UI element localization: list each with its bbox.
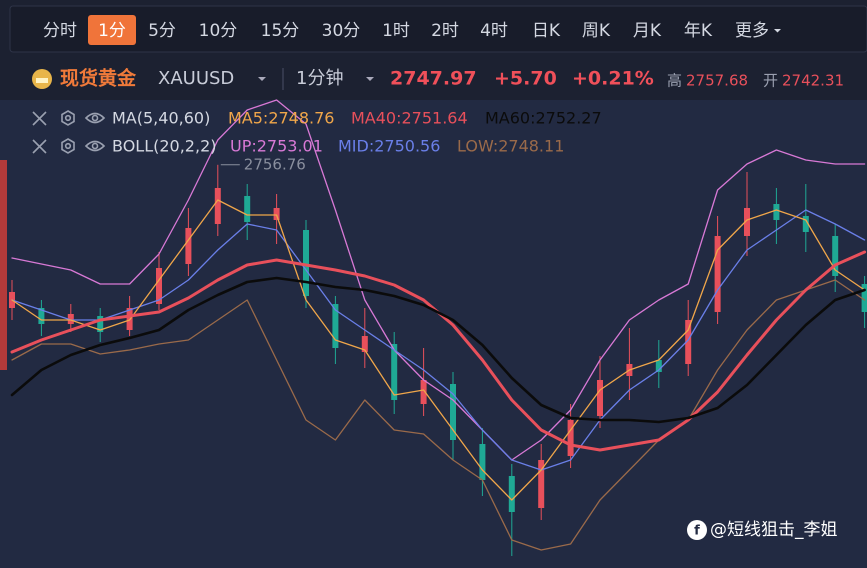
visibility-icon[interactable] [84, 140, 106, 152]
price-change-pct: +0.21% [572, 68, 654, 90]
chart-plot: 2756.76 [9, 99, 867, 556]
candle-body [714, 236, 721, 312]
indicator-line [11, 209, 866, 471]
indicator-name: MA(5,40,60) [112, 109, 210, 128]
period-tab[interactable]: 年K [684, 21, 713, 41]
open-label: 开 [763, 72, 778, 90]
candle-body [361, 336, 368, 352]
period-tab[interactable]: 2时 [431, 21, 459, 41]
candle-body [38, 308, 45, 324]
candle-body [156, 268, 162, 304]
toolbar-tabs: 分时 1分 5分 10分 15分 30分 1时 2时 4时 日K 周K 月K 年K 更多 [43, 15, 781, 45]
dropdown-caret[interactable] [366, 77, 374, 81]
candle-body [214, 188, 221, 224]
indicator-line [10, 276, 866, 424]
candle-body [303, 230, 309, 296]
candle-body [332, 304, 339, 348]
more-caret[interactable] [774, 29, 781, 33]
edge-marker [0, 160, 7, 370]
indicator-legend: MA(5,40,60) BOLL(20,2,2) MA5:2748.76 MA4… [32, 109, 602, 156]
candle-body [185, 228, 192, 264]
candle-body [832, 236, 839, 276]
legend-entry: MA60:2752.27 [485, 109, 602, 128]
settings-icon-dot [64, 114, 72, 122]
legend-entry: UP:2753.01 [230, 137, 323, 156]
price-change: +5.70 [494, 68, 557, 90]
candle-body [802, 216, 809, 232]
candle-body [567, 420, 574, 456]
legend-entry: MA5:2748.76 [228, 109, 334, 128]
period-toolbar [9, 5, 867, 53]
watermark-text: @短线狙击_李姐 [710, 520, 838, 540]
candle-body [597, 380, 603, 416]
period-tab[interactable]: 10分 [199, 21, 238, 41]
symbol-name[interactable]: 现货黄金 [60, 67, 137, 90]
legend-entry: MID:2750.56 [338, 137, 440, 156]
indicator-line [11, 199, 866, 501]
period-tab[interactable]: 4时 [480, 21, 508, 41]
period-tab[interactable]: 15分 [261, 21, 300, 41]
period-tab[interactable]: 30分 [322, 21, 361, 41]
period-tab[interactable]: 分时 [43, 21, 77, 41]
max-price-label: 2756.76 [244, 155, 306, 173]
candle-body [538, 460, 545, 508]
period-tab[interactable]: 周K [582, 21, 611, 41]
watermark-icon [687, 520, 707, 540]
high-value: 2757.68 [686, 72, 748, 90]
period-tab[interactable]: 月K [633, 21, 662, 41]
candle-body [861, 284, 867, 312]
candle-body [655, 360, 662, 372]
watermark: f @短线狙击_李姐 [687, 520, 838, 540]
indicator-line [11, 99, 866, 461]
candle-body [773, 204, 780, 220]
period-tab[interactable]: 日K [532, 21, 561, 41]
candle-body [97, 316, 104, 332]
candle-body [508, 476, 515, 512]
symbol-code[interactable]: XAUUSD [158, 68, 234, 89]
visibility-icon-pupil [91, 114, 99, 122]
candle-body [744, 208, 750, 236]
symbol-icon-bar [36, 78, 48, 83]
close-icon[interactable] [32, 111, 47, 126]
candle-body [685, 320, 692, 364]
open-value: 2742.31 [782, 72, 844, 90]
last-price: 2747.97 [390, 68, 477, 90]
candle-body [244, 196, 251, 222]
candle-body [67, 314, 74, 324]
legend-entry: LOW:2748.11 [457, 137, 564, 156]
indicator-name: BOLL(20,2,2) [112, 137, 217, 156]
period-select[interactable]: 1分钟 [296, 68, 343, 89]
indicator-icons[interactable] [32, 110, 106, 154]
candle-body [479, 444, 486, 480]
settings-icon-dot [64, 142, 72, 150]
settings-icon[interactable] [61, 138, 75, 154]
active-tab-bg [88, 15, 136, 45]
candle-body [391, 344, 398, 400]
period-tab[interactable]: 5分 [148, 21, 176, 41]
dropdown-caret[interactable] [258, 77, 266, 81]
watermark-icon-glyph: f [694, 524, 700, 539]
period-tab[interactable]: 1时 [382, 21, 410, 41]
legend-entry: MA40:2751.64 [351, 109, 468, 128]
visibility-icon[interactable] [84, 112, 106, 124]
candle-body [273, 208, 280, 220]
period-tab[interactable]: 1分 [98, 21, 126, 41]
indicator-line [11, 279, 866, 551]
period-tab[interactable]: 更多 [735, 21, 769, 41]
visibility-icon-pupil [91, 142, 99, 150]
high-label: 高 [667, 72, 682, 90]
symbol-header: 现货黄金 XAUUSD 1分钟 2747.97 +5.70 +0.21% 高 2… [32, 67, 844, 90]
candle-body [450, 384, 456, 440]
settings-icon[interactable] [61, 110, 75, 126]
candle-body [420, 380, 427, 404]
close-icon[interactable] [32, 139, 47, 154]
